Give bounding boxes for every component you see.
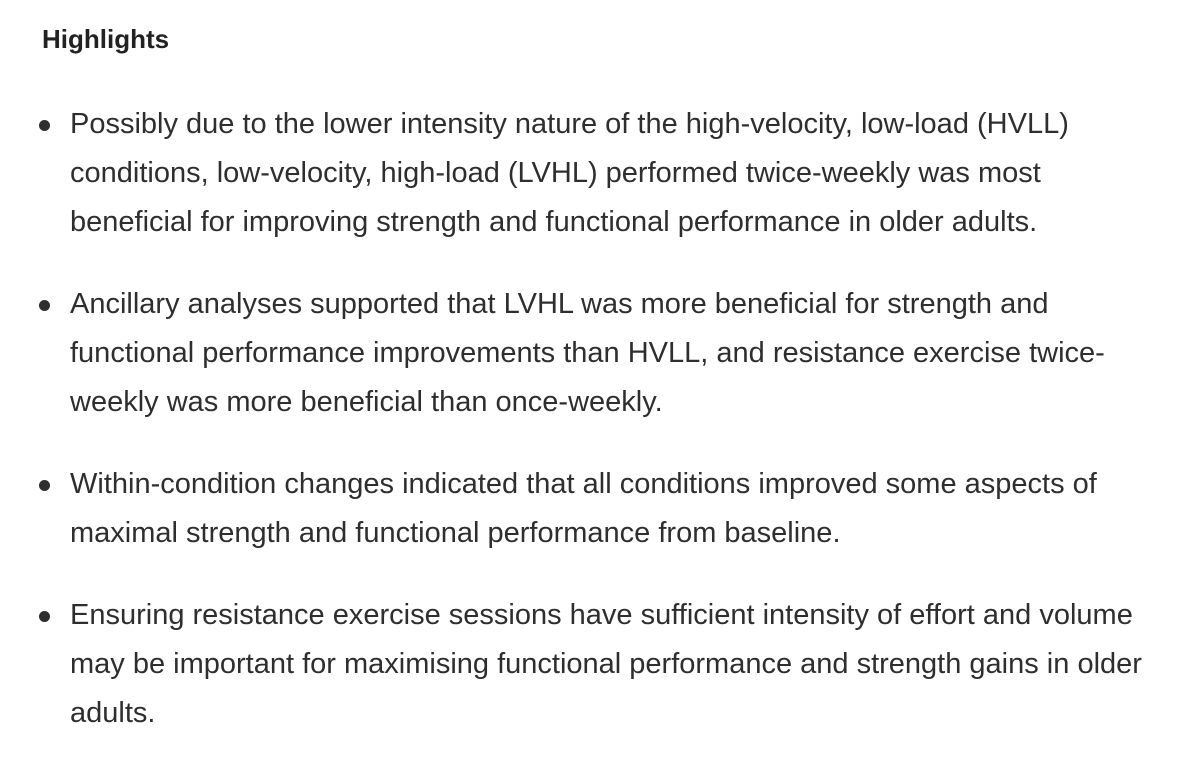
highlight-text: Ensuring resistance exercise sessions ha… [70, 599, 1142, 729]
bullet-dot [39, 480, 50, 491]
highlight-item: Ensuring resistance exercise sessions ha… [0, 591, 1170, 738]
heading: Highlights [42, 24, 170, 54]
highlight-item: Ancillary analyses supported that LVHL w… [0, 280, 1170, 427]
highlight-item: Possibly due to the lower intensity natu… [0, 100, 1170, 247]
highlights-list: Possibly due to the lower intensity natu… [0, 100, 1170, 771]
highlight-text: Possibly due to the lower intensity natu… [70, 108, 1069, 238]
bullet-dot [39, 611, 50, 622]
bullet-dot [39, 300, 50, 311]
bullet-dot [39, 120, 50, 131]
highlight-text: Ancillary analyses supported that LVHL w… [70, 288, 1105, 418]
highlight-text: Within-condition changes indicated that … [70, 468, 1097, 549]
highlight-item: Within-condition changes indicated that … [0, 460, 1170, 558]
